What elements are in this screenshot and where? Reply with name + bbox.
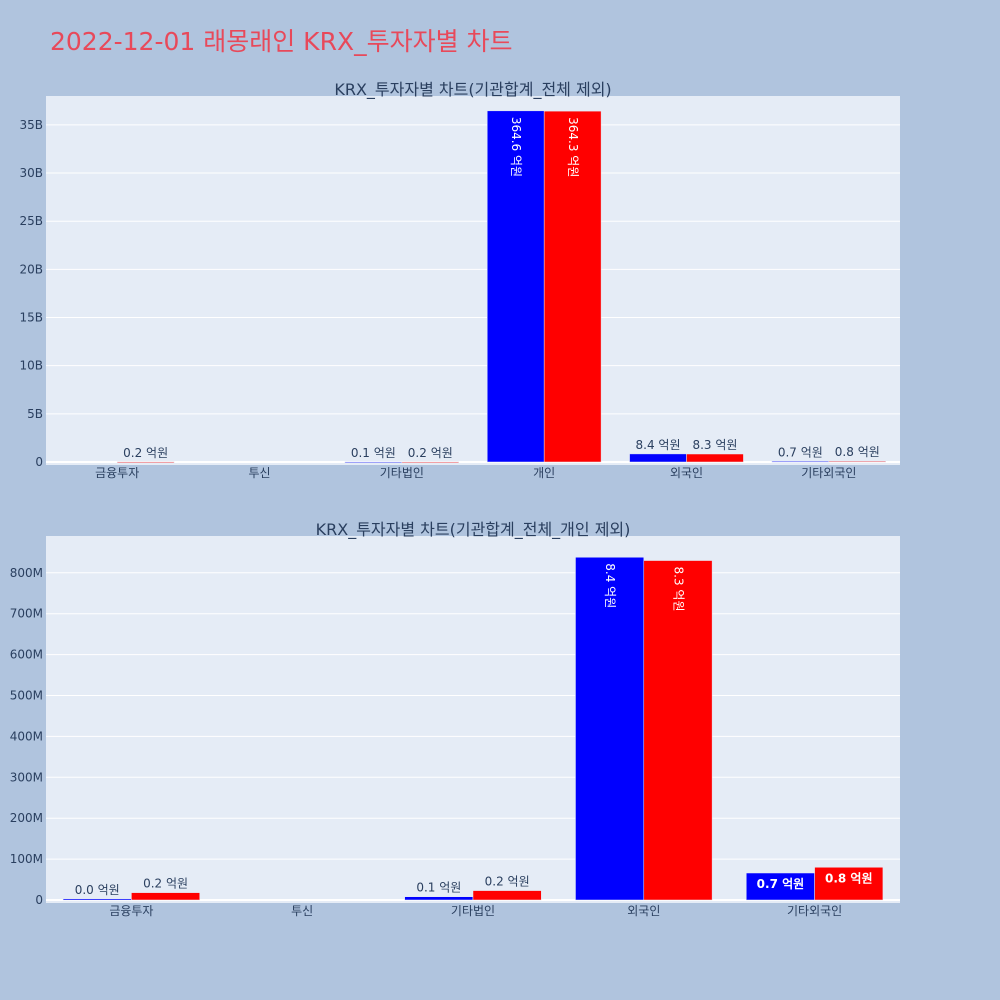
y-tick-label: 500M xyxy=(10,689,43,703)
bar-1-5 xyxy=(828,460,887,463)
bar-data-label: 0.7 억원 xyxy=(757,877,805,891)
y-tick-label: 30B xyxy=(19,166,43,180)
bar-data-label: 8.3 억원 xyxy=(671,567,685,612)
chart-title: KRX_투자자별 차트(기관합계_전체_개인 제외) xyxy=(316,520,631,540)
bar-data-label: 0.8 억원 xyxy=(825,871,873,885)
bar-0-3 xyxy=(575,557,645,901)
bar-data-label: 0.1 억원 xyxy=(416,881,461,895)
x-tick-label: 금융투자 xyxy=(95,466,139,480)
bar-1-4 xyxy=(686,453,744,463)
bar-1-0 xyxy=(131,892,200,901)
bar-1-2 xyxy=(401,461,460,463)
bar-data-label: 0.0 억원 xyxy=(75,883,120,897)
x-tick-label: 기타외국인 xyxy=(787,904,842,918)
y-tick-label: 20B xyxy=(19,262,43,276)
chart-bottom: 0 100M 200M 300M 400M 500M 600M 700M 800M 금융투자 0.0… xyxy=(10,520,900,918)
x-tick-label: 투신 xyxy=(291,904,313,918)
y-tick-label: 0 xyxy=(35,893,43,907)
y-tick-label: 600M xyxy=(10,648,43,662)
bar-0-5 xyxy=(771,461,830,463)
y-tick-label: 700M xyxy=(10,607,43,621)
bar-data-label: 0.2 억원 xyxy=(485,875,530,889)
y-tick-label: 10B xyxy=(19,359,43,373)
y-tick-label: 100M xyxy=(10,852,43,866)
bar-0-0 xyxy=(62,898,132,901)
plot-background xyxy=(46,536,900,903)
chart-1-plot: 0 100M 200M 300M 400M 500M 600M 700M 800M 금융투자 0.0… xyxy=(10,536,900,918)
x-tick-label: 개인 xyxy=(533,466,555,480)
y-tick-label: 0 xyxy=(35,455,43,469)
y-tick-label: 5B xyxy=(27,407,43,421)
bar-0-4 xyxy=(629,453,687,463)
plot-background xyxy=(46,96,900,465)
x-tick-label: 외국인 xyxy=(627,904,660,918)
bar-data-label: 8.4 억원 xyxy=(603,563,617,608)
y-tick-label: 300M xyxy=(10,770,43,784)
x-tick-label: 투신 xyxy=(248,466,270,480)
chart-title: KRX_투자자별 차트(기관합계_전체 제외) xyxy=(334,80,611,100)
bar-data-label: 8.3 억원 xyxy=(692,438,737,452)
bar-data-label: 0.2 억원 xyxy=(123,446,168,460)
page-title: 2022-12-01 래몽래인 KRX_투자자별 차트 xyxy=(50,27,513,56)
y-tick-label: 400M xyxy=(10,729,43,743)
x-tick-label: 기타외국인 xyxy=(801,466,856,480)
bar-0-2 xyxy=(344,461,403,463)
y-tick-label: 800M xyxy=(10,566,43,580)
bar-data-label: 0.1 억원 xyxy=(351,446,396,460)
bar-data-label: 0.8 억원 xyxy=(835,445,880,459)
x-tick-label: 기타법인 xyxy=(380,466,424,480)
x-tick-label: 금융투자 xyxy=(109,904,153,918)
bar-1-3 xyxy=(543,110,602,463)
x-tick-label: 기타법인 xyxy=(451,904,495,918)
bar-1-3 xyxy=(643,560,713,901)
y-tick-label: 35B xyxy=(19,118,43,132)
bar-1-2 xyxy=(472,890,542,901)
x-tick-label: 외국인 xyxy=(670,466,703,480)
bar-data-label: 364.6 억원 xyxy=(509,117,523,177)
y-tick-label: 200M xyxy=(10,811,43,825)
bar-1-0 xyxy=(116,461,175,463)
y-tick-label: 15B xyxy=(19,311,43,325)
bar-data-label: 8.4 억원 xyxy=(636,438,681,452)
bar-0-2 xyxy=(404,896,474,901)
bar-1-4 xyxy=(814,867,884,901)
bar-0-3 xyxy=(486,110,545,463)
bar-data-label: 0.2 억원 xyxy=(143,877,188,891)
bar-data-label: 364.3 억원 xyxy=(566,117,580,177)
bar-data-label: 0.2 억원 xyxy=(408,446,453,460)
bar-data-label: 0.7 억원 xyxy=(778,445,823,459)
y-tick-label: 25B xyxy=(19,214,43,228)
